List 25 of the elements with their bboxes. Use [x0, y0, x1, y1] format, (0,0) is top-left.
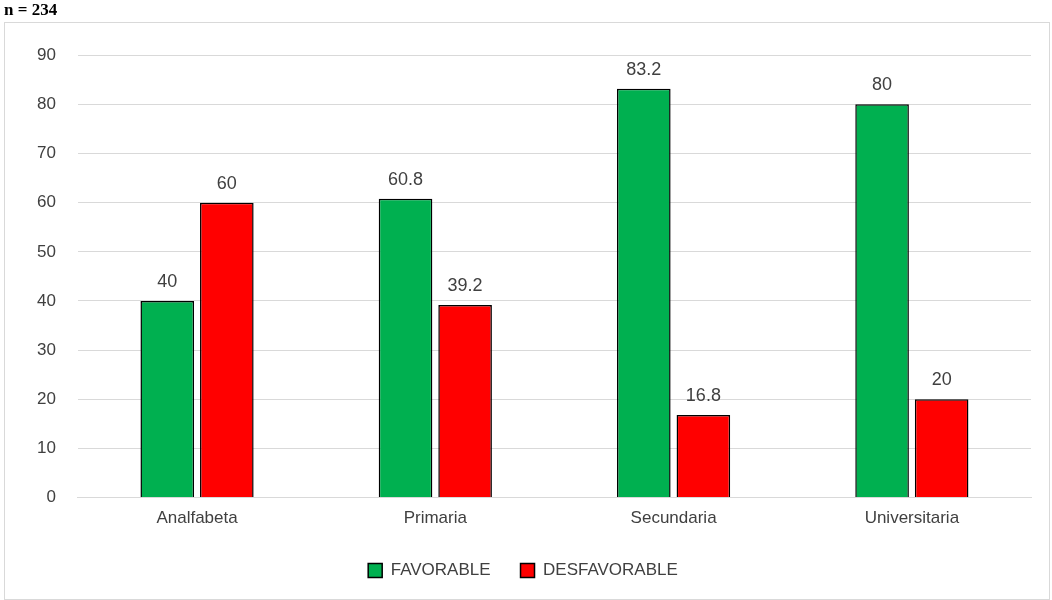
x-tick-label: Analfabeta	[156, 508, 239, 528]
data-label: 60	[216, 172, 237, 193]
y-tick-label: 40	[36, 290, 56, 310]
data-label: 40	[157, 270, 178, 291]
data-label: 83.2	[626, 58, 662, 79]
data-label: 39.2	[447, 274, 483, 295]
data-label: 80	[872, 74, 893, 95]
y-tick-label: 10	[36, 438, 56, 458]
legend-label: DESFAVORABLE	[543, 560, 678, 580]
data-label: 20	[931, 369, 952, 390]
y-tick-label: 50	[36, 241, 56, 261]
y-tick-label: 70	[36, 143, 56, 163]
text: n = 234	[4, 0, 58, 20]
y-tick-label: 90	[36, 44, 56, 64]
data-label: 16.8	[685, 384, 721, 405]
y-tick-label: 80	[36, 94, 56, 114]
y-tick-label: 0	[46, 487, 56, 507]
x-tick-label: Primaria	[403, 508, 468, 528]
y-tick-label: 60	[36, 192, 56, 212]
x-tick-label: Secundaria	[630, 508, 718, 528]
x-tick-label: Universitaria	[864, 508, 960, 528]
legend-label: FAVORABLE	[390, 560, 491, 580]
data-label: 60.8	[388, 168, 424, 189]
y-tick-label: 20	[36, 388, 56, 408]
y-tick-label: 30	[36, 339, 56, 359]
